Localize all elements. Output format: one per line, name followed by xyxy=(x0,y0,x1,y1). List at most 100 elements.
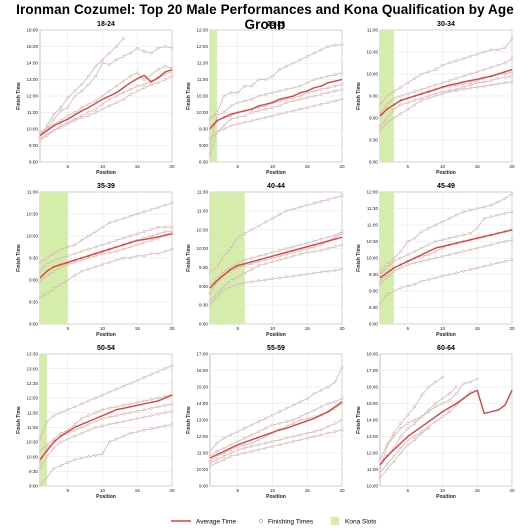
y-tick-label: 10:30 xyxy=(197,94,209,99)
finishing-time-point xyxy=(142,399,146,403)
finishing-time-point xyxy=(482,205,486,209)
finishing-time-point xyxy=(250,97,254,101)
finishing-time-point xyxy=(45,274,49,277)
finishing-time-point xyxy=(496,213,500,217)
finishing-time-point xyxy=(122,217,125,220)
y-axis-label: Finish Time xyxy=(186,244,192,272)
finishing-time-point xyxy=(236,91,240,95)
finishing-time-point xyxy=(87,256,90,260)
finishing-time-point xyxy=(208,269,212,273)
x-tick-label: 15 xyxy=(305,164,311,169)
y-tick-label: 10:30 xyxy=(27,440,39,445)
finishing-time-point xyxy=(420,259,424,263)
panel-45-49: 45-49 8:00 8:30 9:00 9:30 10:00 10:30 11:00 11:3… xyxy=(356,183,515,338)
finishing-time-point xyxy=(257,279,260,282)
finishing-time-point xyxy=(101,61,104,65)
y-tick-label: 8:00 xyxy=(369,160,378,165)
finishing-time-point xyxy=(298,205,302,209)
finishing-time-point xyxy=(399,435,403,438)
y-tick-label: 12:00 xyxy=(367,451,379,456)
y-tick-label: 9:00 xyxy=(199,284,208,289)
finishing-time-point xyxy=(149,51,153,55)
finishing-time-point xyxy=(496,63,500,67)
finishing-time-point xyxy=(52,269,56,273)
finishing-time-point xyxy=(312,392,316,395)
finishing-time-point xyxy=(149,398,153,401)
finishing-time-point xyxy=(406,240,410,243)
finishing-time-point xyxy=(128,381,132,385)
finishing-time-point xyxy=(257,438,260,442)
finishing-time-point xyxy=(149,252,153,255)
y-tick-label: 10:00 xyxy=(27,234,39,239)
finishing-time-point xyxy=(52,467,56,470)
finishing-time-point xyxy=(503,240,507,243)
finishing-time-point xyxy=(142,376,146,379)
finishing-time-point xyxy=(462,85,465,89)
finishing-time-point xyxy=(108,104,111,108)
finishing-time-point xyxy=(115,405,118,409)
finishing-time-point xyxy=(135,84,139,88)
finishing-time-point xyxy=(326,198,330,201)
finishing-time-point xyxy=(406,253,410,257)
finishing-time-point xyxy=(163,403,167,407)
finishing-time-point xyxy=(229,433,233,437)
finishing-series-line xyxy=(379,376,443,460)
finishing-time-point xyxy=(312,408,316,412)
finishing-time-point xyxy=(87,83,90,86)
finishing-time-point xyxy=(378,112,382,115)
finishing-time-point xyxy=(149,414,153,417)
x-axis-label: Position xyxy=(436,170,456,176)
finishing-time-point xyxy=(312,104,316,108)
finishing-time-point xyxy=(115,387,118,391)
x-tick-label: 20 xyxy=(509,488,515,493)
y-tick-label: 13:30 xyxy=(27,352,39,357)
finishing-time-point xyxy=(229,279,233,282)
finishing-time-point xyxy=(271,91,274,95)
y-tick-label: 10:30 xyxy=(27,212,39,217)
finishing-time-point xyxy=(128,74,132,78)
finishing-time-point xyxy=(278,410,281,414)
finishing-time-point xyxy=(94,99,97,103)
finishing-time-point xyxy=(427,94,430,98)
finishing-time-point xyxy=(59,106,63,109)
x-tick-label: 20 xyxy=(169,164,175,169)
finishing-time-point xyxy=(135,89,139,93)
finishing-time-point xyxy=(142,78,146,81)
finishing-time-point xyxy=(298,58,302,62)
finishing-time-point xyxy=(87,111,90,114)
finishing-time-point xyxy=(285,436,288,440)
x-tick-label: 10 xyxy=(100,164,106,169)
finishing-time-point xyxy=(285,407,288,410)
finishing-time-point xyxy=(298,252,302,256)
finishing-time-point xyxy=(406,101,410,104)
finishing-time-point xyxy=(385,292,389,296)
finishing-time-point xyxy=(333,84,337,88)
finishing-time-point xyxy=(468,83,472,87)
y-tick-label: 9:30 xyxy=(29,469,38,474)
finishing-time-point xyxy=(52,446,56,450)
finishing-time-point xyxy=(298,415,302,419)
finishing-time-point xyxy=(149,208,153,211)
finishing-time-point xyxy=(378,464,382,468)
finishing-time-point xyxy=(215,266,219,269)
finishing-time-point xyxy=(101,107,104,111)
finishing-time-point xyxy=(468,72,472,76)
finishing-time-point xyxy=(319,388,323,392)
finishing-time-point xyxy=(489,203,493,207)
finishing-time-point xyxy=(278,443,281,447)
finishing-time-point xyxy=(122,79,125,83)
finishing-time-point xyxy=(292,440,295,443)
finishing-time-point xyxy=(406,413,410,417)
finishing-time-point xyxy=(170,66,174,70)
finishing-time-point xyxy=(208,154,212,157)
finishing-time-point xyxy=(142,428,146,432)
finishing-time-point xyxy=(441,255,444,258)
finishing-time-point xyxy=(163,73,167,76)
finishing-time-point xyxy=(278,276,281,280)
finishing-time-point xyxy=(503,197,507,200)
finishing-time-point xyxy=(333,235,337,239)
finishing-time-point xyxy=(441,402,444,405)
finishing-time-point xyxy=(73,261,77,264)
finishing-time-point xyxy=(434,276,437,280)
finishing-time-point xyxy=(73,94,77,98)
